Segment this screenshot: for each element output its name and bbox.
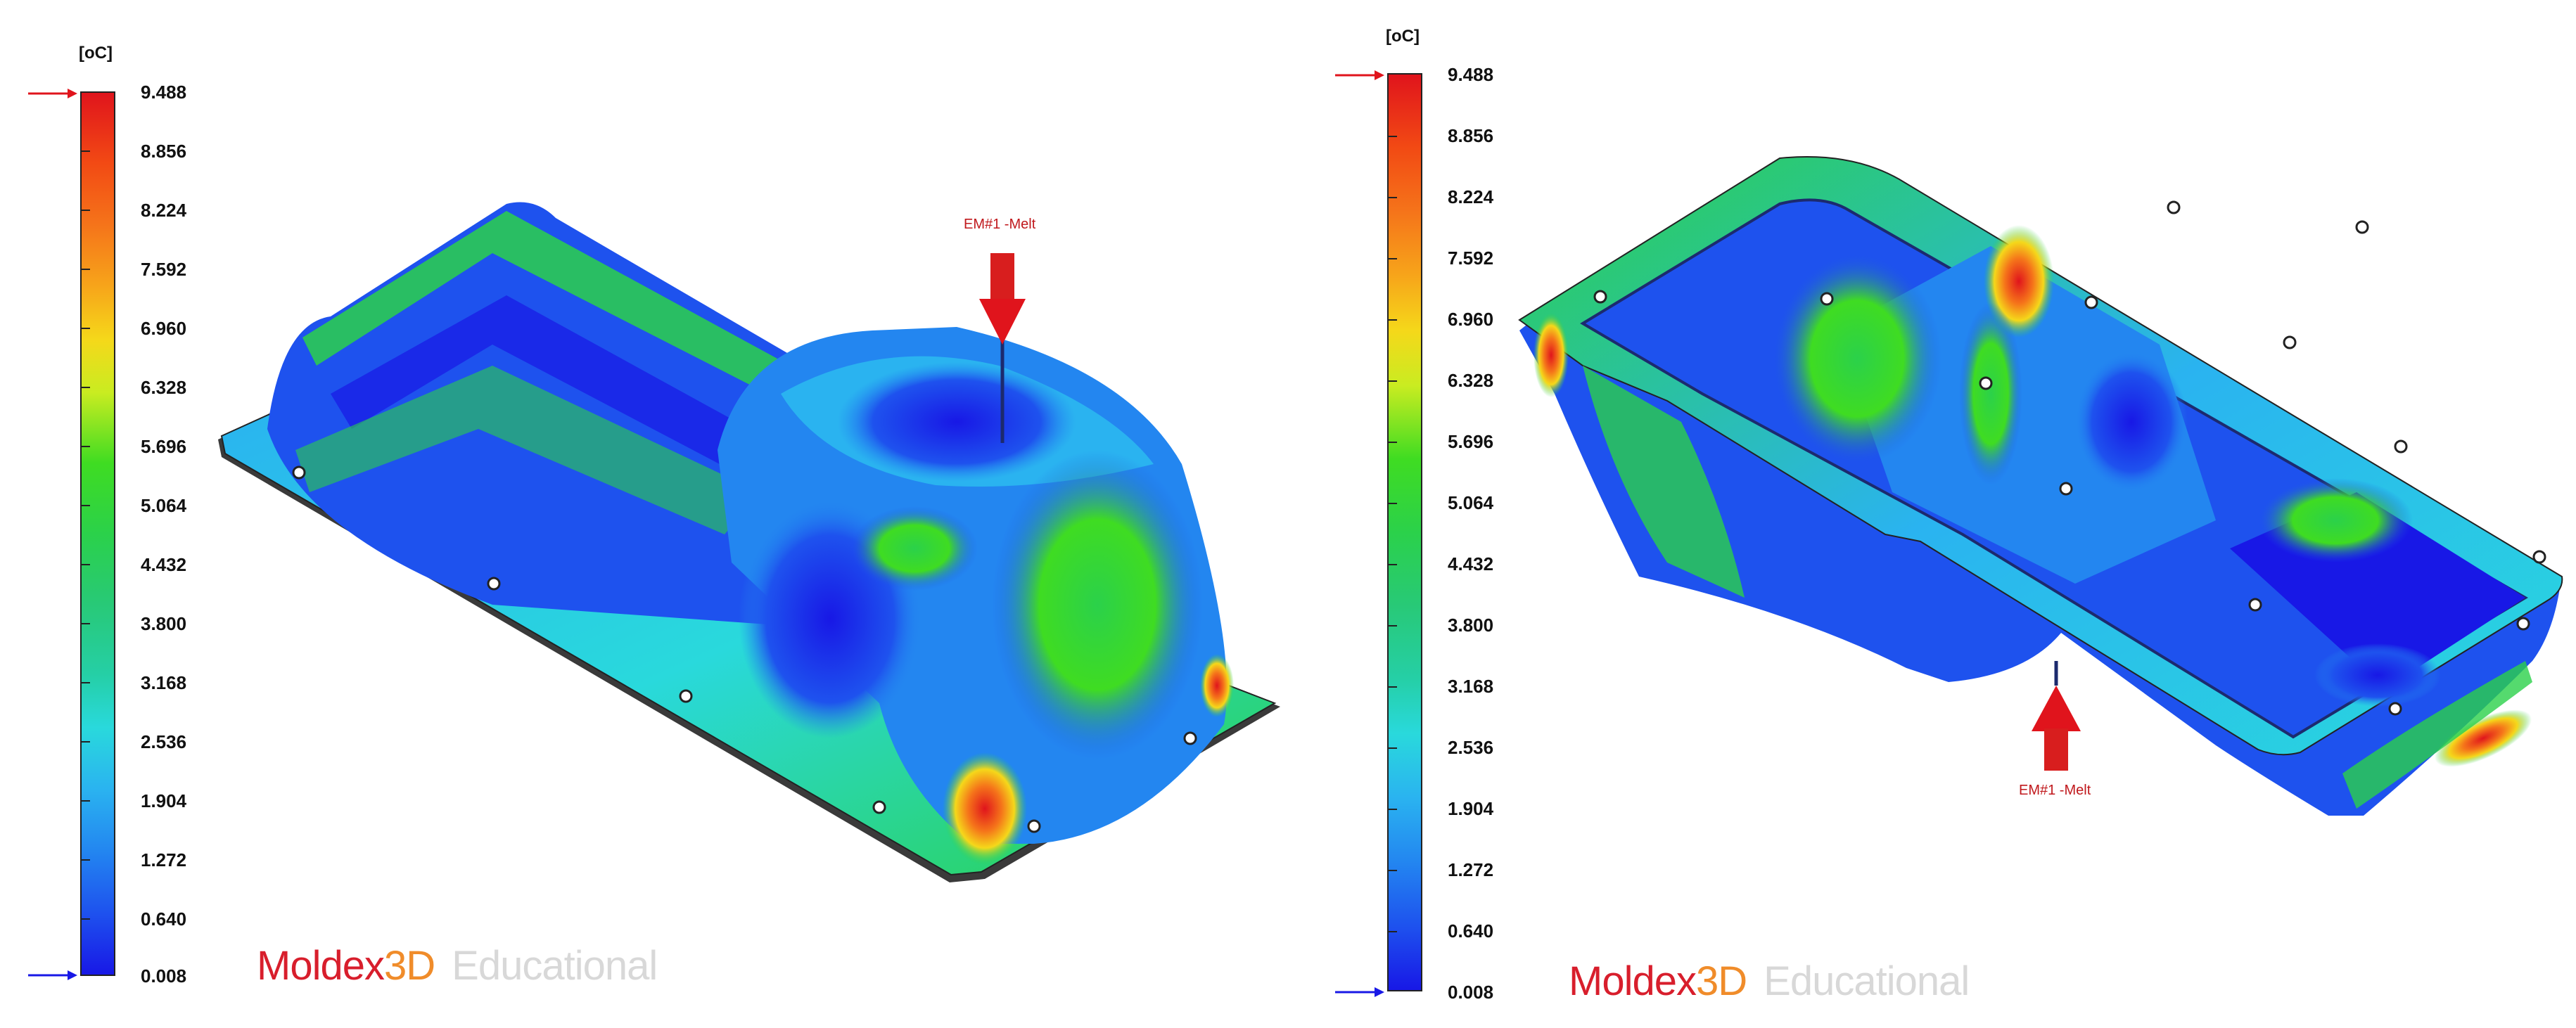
color-scale-bar [1387, 73, 1422, 991]
scale-label: 3.168 [141, 672, 187, 693]
scale-label: 1.904 [141, 790, 187, 811]
gate-label: EM#1 -Melt [2019, 783, 2091, 798]
legend-unit-label: [oC] [79, 44, 113, 63]
scale-label: 1.272 [141, 849, 187, 870]
scale-label: 0.008 [1448, 982, 1494, 1003]
right-result-panel: [oC] 9.488 8.856 8.224 7.592 6.960 6.328… [1287, 0, 2576, 1028]
scale-label: 5.696 [1448, 431, 1494, 452]
scale-label: 0.640 [141, 908, 187, 930]
scale-label: 9.488 [141, 82, 187, 103]
scale-label: 8.856 [141, 141, 187, 162]
brand-watermark: Moldex3D Educational [1569, 958, 1970, 1005]
brand-name-part2: 3D [383, 943, 435, 989]
scale-label: 8.224 [1448, 186, 1494, 207]
scale-label: 1.272 [1448, 859, 1494, 880]
brand-watermark: Moldex3D Educational [257, 942, 658, 989]
color-scale-bar [80, 91, 115, 976]
gate-label: EM#1 -Melt [964, 217, 1036, 232]
brand-name-part1: Moldex [1569, 958, 1697, 1004]
max-marker-arrow [28, 89, 77, 98]
scale-label: 6.328 [141, 377, 187, 398]
scale-label: 3.168 [1448, 676, 1494, 697]
scale-label: 0.640 [1448, 920, 1494, 942]
scale-label: 5.064 [1448, 492, 1494, 513]
max-marker-arrow [1335, 70, 1384, 80]
brand-edition: Educational [452, 943, 658, 989]
scale-label: 4.432 [1448, 553, 1494, 574]
min-marker-arrow [28, 970, 77, 980]
scale-label: 6.960 [1448, 309, 1494, 330]
left-result-panel: [oC] 9.488 8.856 8.224 7.592 6.960 6.328… [0, 0, 1287, 1028]
brand-edition: Educational [1764, 958, 1970, 1004]
scale-label: 4.432 [141, 554, 187, 575]
scale-label: 6.328 [1448, 370, 1494, 391]
scale-label: 5.064 [141, 495, 187, 516]
scale-label: 8.224 [141, 200, 187, 221]
scale-label: 9.488 [1448, 64, 1494, 85]
scale-label: 3.800 [141, 613, 187, 634]
brand-name-part2: 3D [1695, 958, 1747, 1004]
scale-label: 7.592 [141, 259, 187, 280]
scale-label: 1.904 [1448, 798, 1494, 819]
brand-name-part1: Moldex [257, 943, 385, 989]
legend-unit-label: [oC] [1386, 27, 1420, 46]
scale-label: 5.696 [141, 436, 187, 457]
scale-label: 6.960 [141, 318, 187, 339]
oil-pan-model-bottom-view[interactable]: EM#1 -Melt [1287, 0, 2576, 1028]
scale-label: 2.536 [1448, 737, 1494, 758]
oil-pan-model-top-view[interactable]: EM#1 -Melt [0, 0, 1287, 1028]
scale-label: 0.008 [141, 965, 187, 987]
scale-label: 8.856 [1448, 125, 1494, 146]
scale-label: 3.800 [1448, 615, 1494, 636]
scale-label: 7.592 [1448, 248, 1494, 269]
scale-label: 2.536 [141, 731, 187, 752]
min-marker-arrow [1335, 987, 1384, 997]
